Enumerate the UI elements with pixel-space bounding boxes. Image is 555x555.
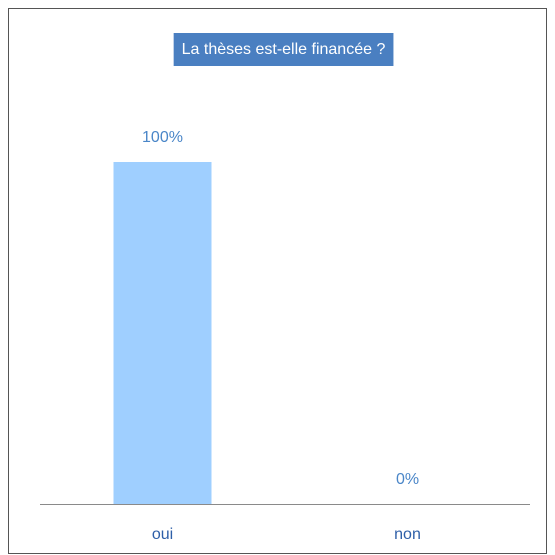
bar bbox=[113, 162, 212, 504]
x-tick-label: oui bbox=[152, 526, 173, 543]
chart-frame bbox=[8, 8, 547, 554]
x-tick-label: non bbox=[394, 526, 421, 543]
chart-title: La thèses est-elle financée ? bbox=[182, 41, 386, 58]
value-label: 100% bbox=[142, 129, 183, 146]
value-label: 0% bbox=[396, 471, 419, 488]
title-background bbox=[173, 33, 394, 66]
